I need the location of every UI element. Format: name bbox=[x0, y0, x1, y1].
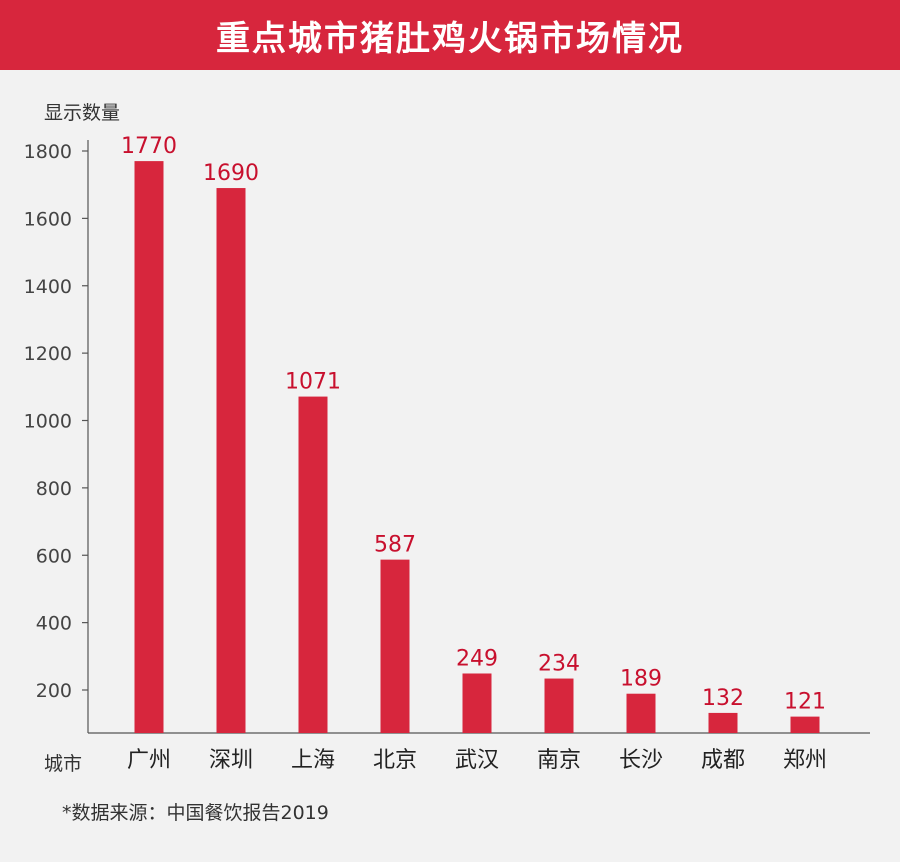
bar bbox=[626, 693, 656, 733]
bar bbox=[708, 712, 738, 733]
bar-value-label: 234 bbox=[538, 652, 580, 677]
x-category-label: 深圳 bbox=[209, 748, 253, 773]
bar bbox=[298, 396, 328, 733]
bar bbox=[380, 559, 410, 733]
bar-value-label: 1690 bbox=[203, 161, 259, 186]
bar-value-label: 189 bbox=[620, 667, 662, 692]
y-tick-label: 400 bbox=[36, 613, 72, 635]
x-category-label: 郑州 bbox=[783, 748, 827, 773]
bar bbox=[216, 188, 246, 733]
x-category-label: 上海 bbox=[291, 748, 335, 773]
bar bbox=[544, 678, 574, 733]
y-tick-label: 1800 bbox=[24, 141, 72, 163]
title-bar: 重点城市猪肚鸡火锅市场情况 bbox=[0, 0, 900, 70]
x-category-label: 成都 bbox=[701, 748, 745, 773]
bar-value-label: 587 bbox=[374, 533, 416, 558]
data-source-note: *数据来源：中国餐饮报告2019 bbox=[62, 802, 329, 824]
x-category-label: 南京 bbox=[537, 748, 581, 773]
bar-value-label: 1770 bbox=[121, 134, 177, 159]
bar-value-label: 1071 bbox=[285, 370, 341, 395]
x-category-label: 北京 bbox=[373, 748, 417, 773]
bar-value-label: 249 bbox=[456, 646, 498, 671]
bar-value-label: 132 bbox=[702, 686, 744, 711]
x-category-label: 长沙 bbox=[619, 748, 663, 773]
y-tick-label: 1600 bbox=[24, 208, 72, 230]
y-tick-label: 800 bbox=[36, 478, 72, 500]
x-axis-label: 城市 bbox=[44, 753, 83, 775]
y-tick-label: 1000 bbox=[24, 411, 72, 433]
y-tick-label: 600 bbox=[36, 545, 72, 567]
bar-value-label: 121 bbox=[784, 690, 826, 715]
bar bbox=[462, 673, 492, 733]
x-category-label: 广州 bbox=[127, 748, 171, 773]
bar bbox=[790, 716, 820, 733]
y-tick-label: 200 bbox=[36, 680, 72, 702]
x-category-label: 武汉 bbox=[455, 748, 499, 773]
y-tick-label: 1400 bbox=[24, 276, 72, 298]
y-axis-label: 显示数量 bbox=[44, 102, 121, 124]
chart-title: 重点城市猪肚鸡火锅市场情况 bbox=[216, 18, 684, 59]
bar bbox=[134, 161, 164, 733]
y-tick-label: 1200 bbox=[24, 343, 72, 365]
